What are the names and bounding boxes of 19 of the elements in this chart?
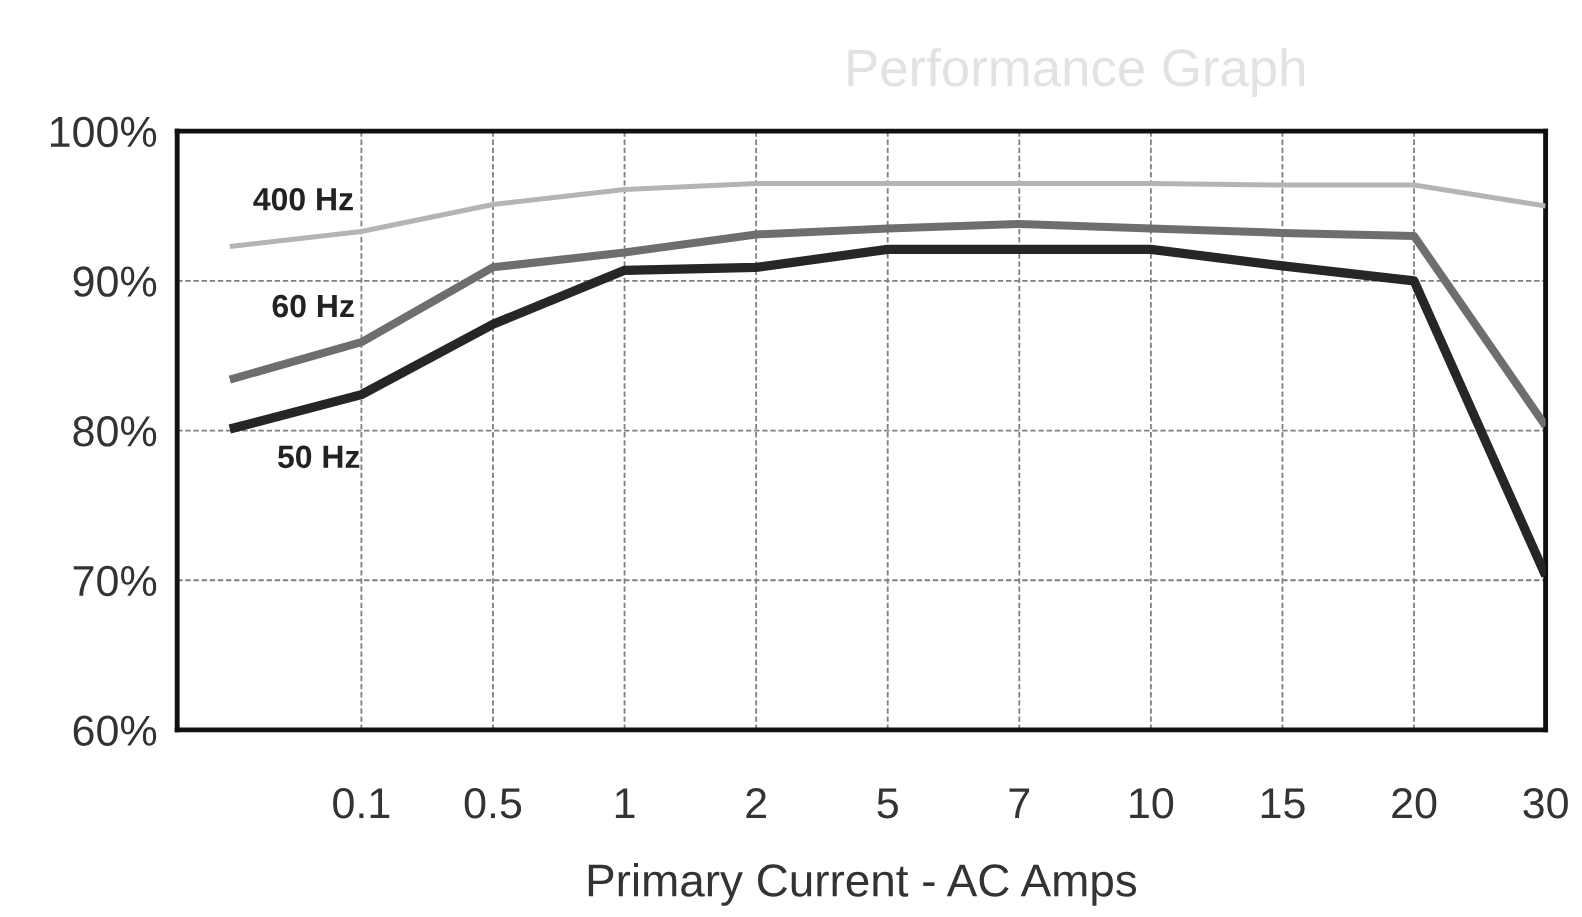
series-label: 400 Hz <box>253 187 353 211</box>
y-tick-label: 70% <box>73 565 157 597</box>
series-label: 60 Hz <box>272 294 354 318</box>
x-tick-label: 1 <box>615 788 635 819</box>
x-tick-label: 0.5 <box>464 788 522 819</box>
x-axis-title: Primary Current - AC Amps <box>588 863 1137 906</box>
x-tick-label: 15 <box>1261 788 1305 819</box>
y-tick-label: 90% <box>73 266 157 297</box>
x-tick-label: 20 <box>1392 788 1437 819</box>
series-label: 50 Hz <box>277 445 360 469</box>
x-tick-label: 5 <box>877 788 898 819</box>
x-tick-label: 0.1 <box>333 788 390 819</box>
x-tick-label: 30 <box>1523 788 1568 819</box>
x-tick-label: 10 <box>1130 788 1174 819</box>
x-tick-label: 7 <box>1009 788 1030 819</box>
y-tick-label: 80% <box>73 416 157 447</box>
y-tick-label: 100% <box>50 116 157 148</box>
x-tick-label: 2 <box>746 788 766 819</box>
y-tick-label: 60% <box>73 715 157 746</box>
